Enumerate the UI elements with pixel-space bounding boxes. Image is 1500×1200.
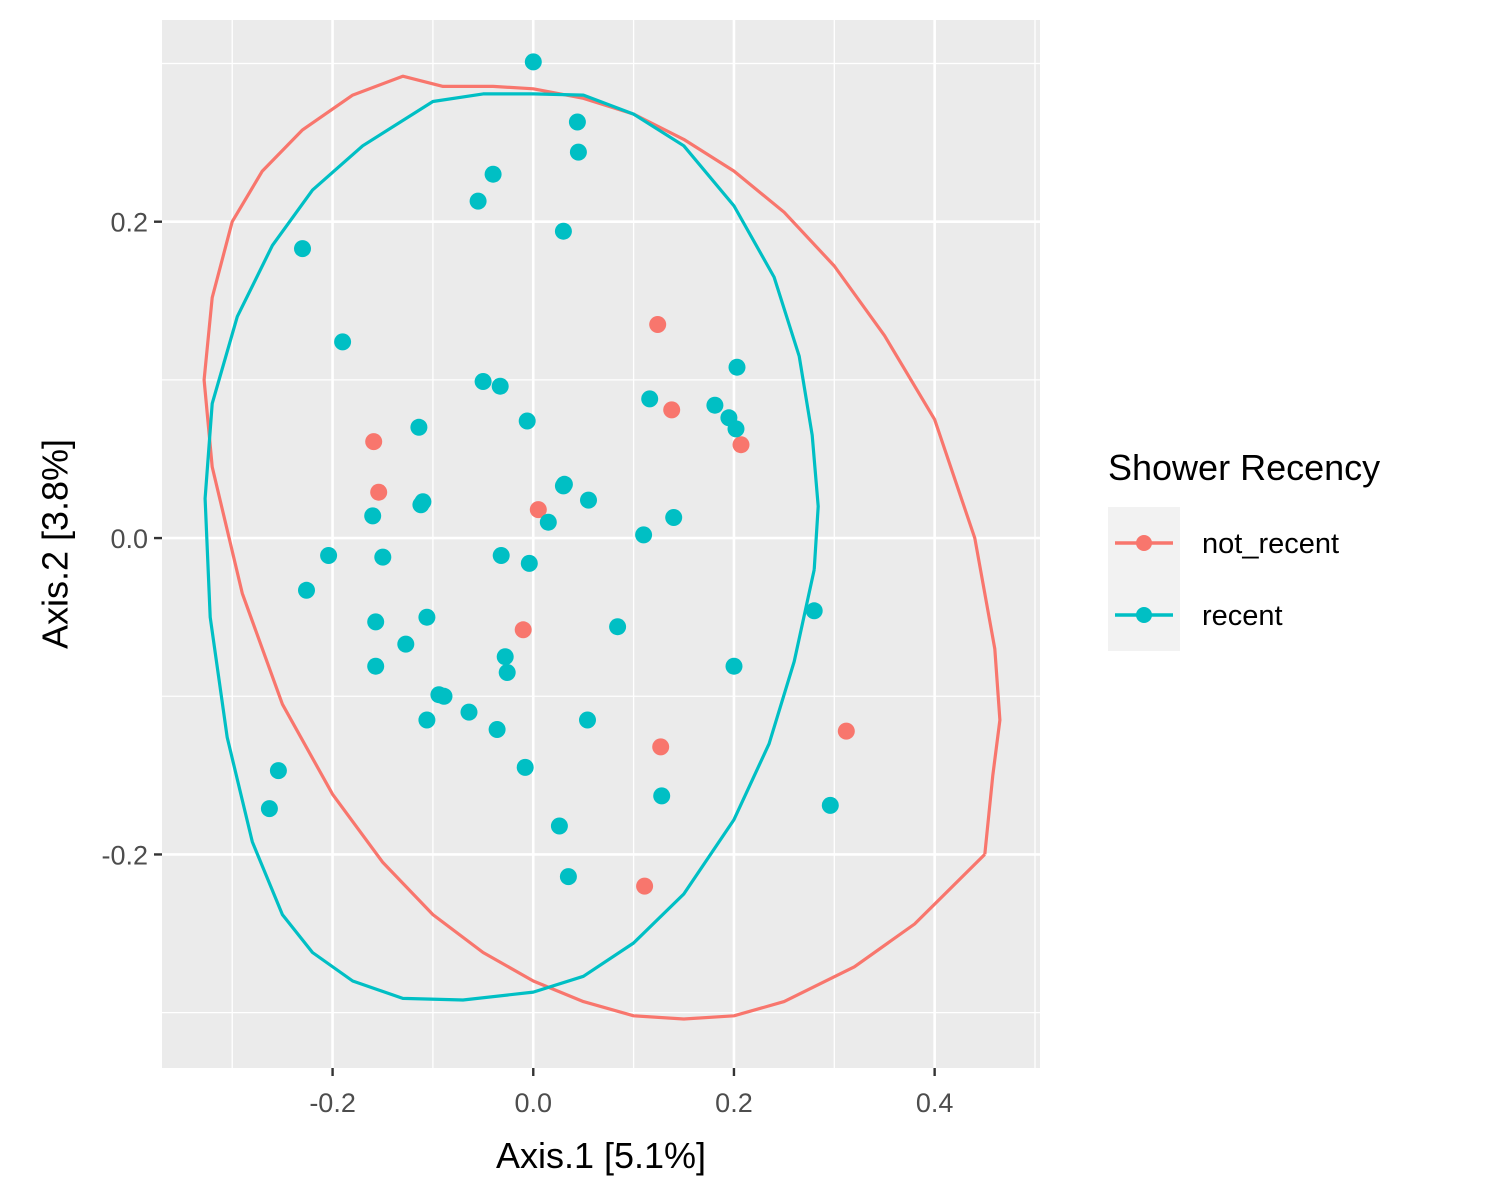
point-recent bbox=[334, 333, 352, 351]
legend-title: Shower Recency bbox=[1108, 447, 1380, 488]
minor-grid bbox=[162, 20, 1040, 1068]
point-recent bbox=[294, 240, 311, 258]
legend: Shower Recency not_recent recent bbox=[1108, 447, 1380, 651]
legend-label-not-recent: not_recent bbox=[1202, 528, 1339, 560]
data-points bbox=[260, 53, 855, 895]
y-tick-label: 0.2 bbox=[110, 208, 148, 238]
ellipse-not-recent bbox=[202, 74, 1002, 1021]
point-recent bbox=[418, 608, 436, 626]
point-recent bbox=[641, 390, 659, 408]
point-not-recent bbox=[837, 722, 855, 740]
point-recent bbox=[410, 418, 428, 436]
point-recent bbox=[518, 412, 536, 430]
point-recent bbox=[569, 143, 587, 161]
plot-panel bbox=[162, 20, 1040, 1068]
point-recent bbox=[568, 113, 586, 131]
point-recent bbox=[579, 711, 596, 729]
point-recent bbox=[374, 548, 392, 566]
point-not-recent bbox=[732, 436, 750, 454]
point-not-recent bbox=[514, 621, 532, 639]
point-recent bbox=[635, 526, 653, 544]
point-recent bbox=[665, 509, 683, 526]
point-not-recent bbox=[649, 316, 667, 333]
point-recent bbox=[484, 165, 502, 183]
point-recent bbox=[488, 721, 506, 738]
point-recent bbox=[418, 711, 436, 729]
point-recent bbox=[805, 602, 823, 620]
point-recent bbox=[554, 222, 572, 240]
point-recent bbox=[524, 53, 542, 71]
point-recent bbox=[580, 491, 597, 509]
point-recent bbox=[367, 613, 385, 631]
point-recent bbox=[727, 420, 745, 438]
legend-key-point-recent bbox=[1136, 607, 1152, 623]
point-recent bbox=[260, 800, 278, 818]
point-not-recent bbox=[529, 501, 547, 519]
point-recent bbox=[728, 358, 746, 376]
point-recent bbox=[496, 648, 514, 666]
point-not-recent bbox=[652, 738, 670, 756]
point-recent bbox=[397, 635, 415, 653]
point-recent bbox=[520, 554, 538, 572]
point-recent bbox=[821, 796, 839, 814]
point-recent bbox=[559, 868, 577, 886]
x-tick-label: 0.0 bbox=[514, 1088, 552, 1118]
major-grid bbox=[162, 20, 1040, 1068]
x-axis-title: Axis.1 [5.1%] bbox=[496, 1135, 706, 1176]
x-tick-label: -0.2 bbox=[309, 1088, 356, 1118]
point-recent bbox=[498, 664, 516, 681]
confidence-ellipses bbox=[202, 74, 1002, 1021]
legend-label-recent: recent bbox=[1202, 600, 1283, 632]
point-recent bbox=[364, 507, 382, 525]
point-recent bbox=[435, 687, 453, 705]
ellipse-recent bbox=[203, 92, 820, 1002]
y-tick-label: -0.2 bbox=[101, 840, 148, 870]
axes: -0.2 0.0 0.2 0.4 -0.2 0.0 0.2 bbox=[101, 208, 953, 1118]
point-not-recent bbox=[636, 877, 654, 895]
point-recent bbox=[469, 192, 487, 210]
point-not-recent bbox=[663, 401, 681, 419]
point-not-recent bbox=[365, 433, 383, 451]
y-axis-title: Axis.2 [3.8%] bbox=[35, 439, 76, 649]
point-recent bbox=[491, 377, 509, 395]
point-recent bbox=[320, 547, 338, 564]
point-recent bbox=[554, 477, 572, 495]
point-recent bbox=[474, 373, 492, 390]
y-tick-label: 0.0 bbox=[110, 524, 148, 554]
point-recent bbox=[653, 787, 671, 805]
point-recent bbox=[269, 762, 287, 780]
x-tick-label: 0.4 bbox=[916, 1088, 954, 1118]
point-recent bbox=[412, 496, 430, 514]
point-recent bbox=[609, 618, 627, 636]
point-recent bbox=[460, 703, 478, 721]
point-not-recent bbox=[370, 483, 388, 501]
point-recent bbox=[367, 657, 385, 675]
point-recent bbox=[725, 657, 743, 675]
x-tick-label: 0.2 bbox=[715, 1088, 753, 1118]
point-recent bbox=[492, 547, 510, 564]
point-recent bbox=[516, 758, 534, 776]
point-recent bbox=[550, 817, 568, 835]
point-recent bbox=[298, 581, 315, 599]
point-recent bbox=[706, 396, 724, 414]
legend-key-point-not-recent bbox=[1136, 535, 1152, 551]
point-recent bbox=[539, 513, 557, 531]
